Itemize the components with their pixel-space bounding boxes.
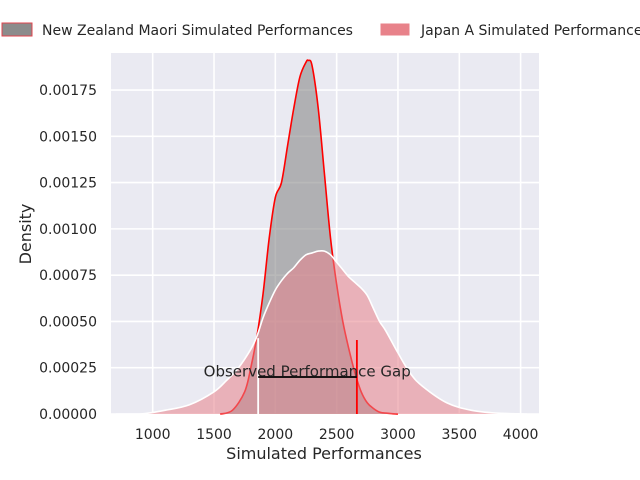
- observed-gap-label: Observed Performance Gap: [204, 362, 411, 380]
- y-tick-label: 0.00075: [39, 268, 97, 284]
- y-axis-label: Density: [16, 204, 35, 265]
- legend-swatch-japan-a: [379, 22, 411, 37]
- y-tick-label: 0.00125: [39, 176, 97, 192]
- density-areas: [115, 59, 527, 415]
- y-tick-label: 0.00175: [39, 83, 97, 99]
- y-tick-label: 0.00025: [39, 361, 97, 377]
- x-tick-label: 1500: [196, 427, 232, 443]
- density-curve-japan-a: [115, 249, 527, 415]
- legend-label-japan-a: Japan A Simulated Performances: [420, 23, 640, 39]
- x-tick-label: 2000: [258, 427, 294, 443]
- legend-label-new-zealand-maori: New Zealand Maori Simulated Performances: [42, 23, 353, 39]
- x-tick-label: 2500: [319, 427, 355, 443]
- x-tick-label: 3500: [441, 427, 477, 443]
- y-tick-label: 0.00050: [39, 314, 97, 330]
- legend-swatch-new-zealand-maori: [1, 22, 33, 37]
- x-axis-label: Simulated Performances: [226, 444, 422, 463]
- y-tick-label: 0.00100: [39, 222, 97, 238]
- annotations: Observed Performance Gap: [204, 338, 411, 414]
- tick-labels: 1000 1500 2000 2500 3000 3500 4000 0.00000 0.000…: [39, 83, 538, 443]
- legend: New Zealand Maori Simulated Performances…: [1, 22, 640, 39]
- x-tick-label: 3000: [380, 427, 416, 443]
- density-area-japan-a: [115, 250, 527, 414]
- x-tick-label: 4000: [503, 427, 539, 443]
- y-tick-label: 0.00150: [39, 129, 97, 145]
- y-tick-label: 0.00000: [39, 407, 97, 423]
- x-tick-label: 1000: [135, 427, 171, 443]
